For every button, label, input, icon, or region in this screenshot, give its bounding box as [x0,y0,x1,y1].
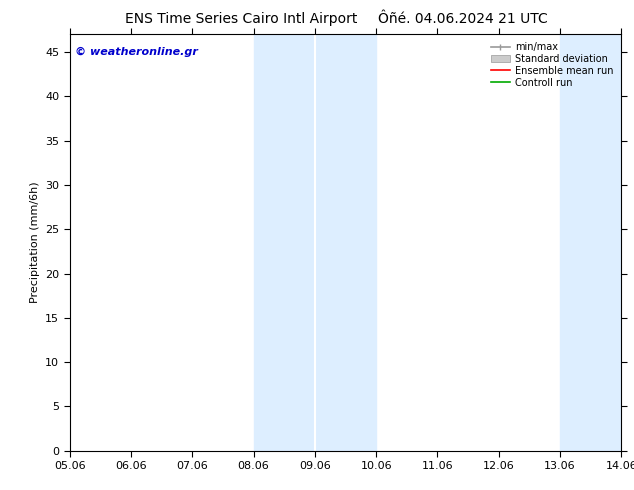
Text: ENS Time Series Cairo Intl Airport: ENS Time Series Cairo Intl Airport [125,12,357,26]
Y-axis label: Precipitation (mm/6h): Precipitation (mm/6h) [30,182,40,303]
Bar [560,34,621,451]
Text: © weatheronline.gr: © weatheronline.gr [75,47,198,57]
Text: Ôñé. 04.06.2024 21 UTC: Ôñé. 04.06.2024 21 UTC [378,12,548,26]
Bar [254,34,376,451]
Legend: min/max, Standard deviation, Ensemble mean run, Controll run: min/max, Standard deviation, Ensemble me… [488,39,616,91]
